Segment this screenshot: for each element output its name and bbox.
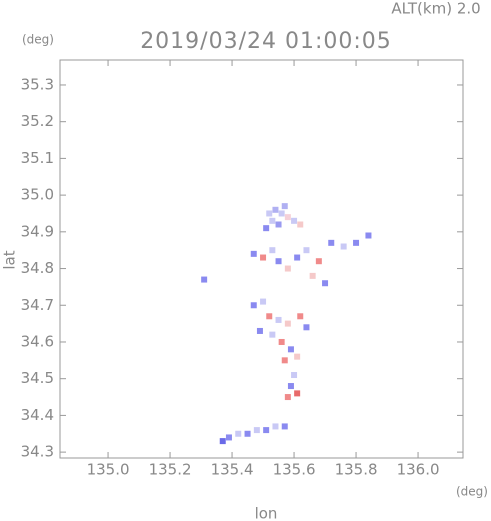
echo-pixel bbox=[322, 280, 329, 287]
echo-pixel bbox=[269, 331, 276, 338]
y-tick-label: 35.0 bbox=[21, 186, 54, 204]
echo-pixel bbox=[269, 217, 276, 224]
x-tick-label: 135.2 bbox=[149, 461, 192, 479]
echo-pixel bbox=[353, 239, 360, 246]
echo-pixel bbox=[275, 221, 282, 228]
y-tick-label: 35.3 bbox=[21, 75, 54, 93]
echo-pixel bbox=[294, 390, 301, 397]
x-tick-label: 135.4 bbox=[211, 461, 254, 479]
y-tick-label: 34.9 bbox=[21, 222, 54, 240]
echo-pixel bbox=[287, 383, 294, 390]
plot-frame bbox=[59, 59, 464, 459]
y-tick-label: 35.1 bbox=[21, 149, 54, 167]
echo-pixel bbox=[263, 427, 270, 434]
echo-pixel bbox=[328, 239, 335, 246]
y-tick-label: 34.4 bbox=[21, 406, 54, 424]
altitude-label: ALT(km) 2.0 bbox=[391, 0, 480, 18]
echo-pixel bbox=[315, 258, 322, 265]
echo-pixel bbox=[253, 427, 260, 434]
echo-pixel bbox=[284, 320, 291, 327]
echo-pixel bbox=[219, 438, 226, 445]
echo-pixel bbox=[278, 210, 285, 217]
echo-pixel bbox=[303, 324, 310, 331]
echo-pixel bbox=[275, 258, 282, 265]
echo-pixel bbox=[281, 423, 288, 430]
echo-pixel bbox=[284, 394, 291, 401]
echo-pixel bbox=[294, 254, 301, 261]
echo-pixel bbox=[260, 298, 267, 305]
echo-pixel bbox=[340, 243, 347, 250]
echo-pixel bbox=[291, 217, 298, 224]
echo-pixel bbox=[256, 327, 263, 334]
echo-pixel bbox=[235, 430, 242, 437]
echo-pixel bbox=[281, 357, 288, 364]
echo-pixel bbox=[309, 272, 316, 279]
echo-pixel bbox=[250, 250, 257, 257]
echo-pixel bbox=[281, 203, 288, 210]
y-tick-label: 34.3 bbox=[21, 443, 54, 461]
echo-pixel bbox=[244, 430, 251, 437]
echo-pixel bbox=[266, 313, 273, 320]
x-unit: (deg) bbox=[456, 485, 488, 499]
echo-pixel bbox=[201, 276, 208, 283]
y-tick-label: 34.6 bbox=[21, 332, 54, 350]
y-unit: (deg) bbox=[22, 33, 54, 47]
y-tick-label: 34.8 bbox=[21, 259, 54, 277]
x-tick-label: 135.0 bbox=[87, 461, 130, 479]
chart-title: 2019/03/24 01:00:05 bbox=[140, 29, 392, 54]
x-tick-label: 136.0 bbox=[397, 461, 440, 479]
echo-pixel bbox=[294, 353, 301, 360]
x-axis-label: lon bbox=[255, 505, 278, 521]
echo-pixel bbox=[287, 346, 294, 353]
echo-pixel bbox=[275, 316, 282, 323]
echo-pixel bbox=[297, 221, 304, 228]
x-tick-label: 135.6 bbox=[273, 461, 316, 479]
echo-pixel bbox=[250, 302, 257, 309]
x-tick-label: 135.8 bbox=[335, 461, 378, 479]
echo-pixel bbox=[260, 254, 267, 261]
y-tick-label: 34.5 bbox=[21, 369, 54, 387]
echo-pixel bbox=[272, 206, 279, 213]
echo-pixel bbox=[284, 214, 291, 221]
echo-pixel bbox=[278, 338, 285, 345]
echo-pixel bbox=[272, 423, 279, 430]
y-axis-label: lat bbox=[1, 250, 19, 269]
echo-pixel bbox=[365, 232, 372, 239]
echo-pixel bbox=[263, 225, 270, 232]
echo-pixel bbox=[303, 247, 310, 254]
y-tick-label: 34.7 bbox=[21, 296, 54, 314]
echo-pixel bbox=[269, 247, 276, 254]
echo-pixel bbox=[225, 434, 232, 441]
echo-pixel bbox=[266, 210, 273, 217]
echo-pixel bbox=[284, 265, 291, 272]
echo-pixel bbox=[297, 313, 304, 320]
y-tick-label: 35.2 bbox=[21, 112, 54, 130]
echo-pixel bbox=[291, 372, 298, 379]
